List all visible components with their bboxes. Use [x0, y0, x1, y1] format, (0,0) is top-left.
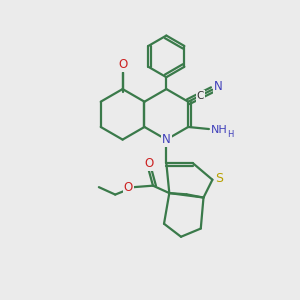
- Text: O: O: [124, 181, 133, 194]
- Text: O: O: [144, 158, 153, 170]
- Text: S: S: [215, 172, 223, 185]
- Text: N: N: [214, 80, 222, 93]
- Text: O: O: [118, 58, 127, 71]
- Text: NH: NH: [211, 125, 228, 135]
- Text: C: C: [196, 91, 204, 101]
- Text: H: H: [227, 130, 233, 139]
- Text: N: N: [162, 133, 171, 146]
